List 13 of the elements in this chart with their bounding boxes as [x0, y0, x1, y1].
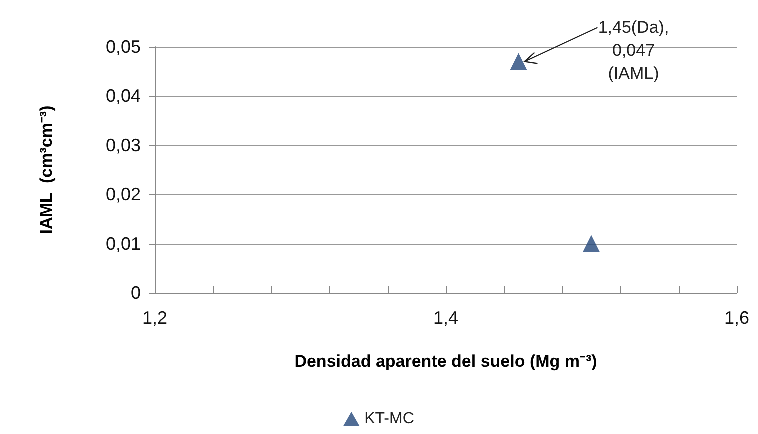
x-axis-title: Densidad aparente del suelo (Mg m⁻³)	[294, 352, 598, 371]
y-tick-label: 0	[130, 283, 141, 303]
legend-label: KT-MC	[364, 410, 414, 428]
y-tick-label: 0,03	[106, 135, 141, 156]
annotation: 1,45(Da), 0,047 (IAML)	[598, 18, 670, 83]
x-tick-label: 1,6	[724, 308, 750, 328]
y-tick-label: 0,05	[106, 37, 141, 57]
x-tick-label: 1,2	[142, 308, 168, 328]
y-tick-label: 0,02	[106, 184, 141, 205]
x-tick-label: 1,4	[433, 308, 459, 328]
y-tick-label: 0,01	[106, 234, 141, 254]
y-axis-title: IAML (cm³cm⁻³)	[37, 106, 56, 234]
y-tick-label: 0,04	[106, 86, 141, 106]
